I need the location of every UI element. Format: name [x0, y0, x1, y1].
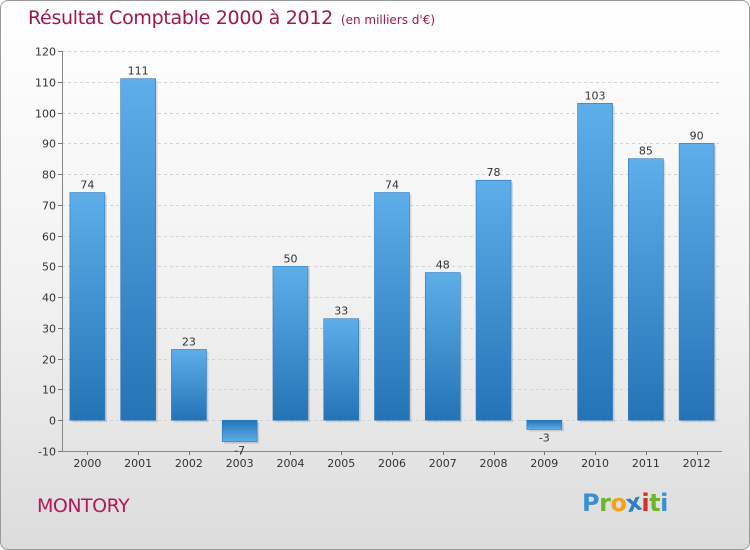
- logo-letter: t: [649, 489, 661, 517]
- y-tick-label: 120: [35, 46, 56, 59]
- data-label-2001: 111: [128, 65, 149, 78]
- data-label-2000: 74: [80, 179, 94, 192]
- y-tick-label: 110: [35, 77, 56, 90]
- logo-letter: P: [582, 489, 600, 517]
- logo-letter: o: [610, 489, 627, 517]
- bar-2012[interactable]: [678, 143, 715, 421]
- axis-layer: -10 0 10 20 30 40 50 60 70 80 90 100 110 120 2000 2001 2…: [35, 46, 722, 470]
- y-tick-label: 100: [35, 108, 56, 121]
- data-label-2002: 23: [182, 335, 196, 348]
- bar-layer: [69, 78, 717, 444]
- y-tick-label: 60: [42, 231, 56, 244]
- y-tick-label: 90: [42, 138, 56, 151]
- x-tick-label-2002: 2002: [175, 457, 203, 470]
- bar-2007[interactable]: [424, 272, 461, 421]
- town-name: MONTORY: [37, 495, 130, 517]
- y-tick-label: 0: [49, 415, 56, 428]
- x-tick-label-2009: 2009: [530, 457, 558, 470]
- data-label-2005: 33: [334, 305, 348, 318]
- y-tick-label: -10: [38, 446, 56, 459]
- bar-2001[interactable]: [120, 78, 156, 421]
- y-tick-label: 50: [42, 261, 56, 274]
- proxiti-logo[interactable]: Proxiti: [582, 488, 668, 519]
- logo-letter: i: [660, 489, 668, 517]
- chart-subtitle: (en milliers d'€): [340, 13, 436, 27]
- data-label-2012: 90: [690, 129, 704, 142]
- data-label-2004: 50: [283, 252, 297, 265]
- bar-2010[interactable]: [577, 103, 613, 421]
- chart-title: Résultat Comptable 2000 à 2012 (en millie…: [28, 7, 435, 29]
- bar-2003[interactable]: [221, 419, 258, 443]
- data-label-2010: 103: [585, 89, 606, 102]
- bar-2005[interactable]: [323, 318, 360, 421]
- data-label-2011: 85: [639, 145, 653, 158]
- x-tick-label-2007: 2007: [429, 457, 457, 470]
- logo-letter: r: [599, 489, 611, 517]
- data-label-2008: 78: [487, 166, 501, 179]
- bar-2008[interactable]: [475, 179, 512, 421]
- x-tick-label-2010: 2010: [581, 457, 609, 470]
- y-tick-label: 80: [42, 169, 56, 182]
- bar-2006[interactable]: [374, 192, 410, 421]
- x-tick-label-2011: 2011: [632, 457, 660, 470]
- chart-title-text: Résultat Comptable 2000 à 2012: [28, 7, 333, 29]
- bar-2011[interactable]: [628, 158, 664, 421]
- x-tick-label-2000: 2000: [73, 457, 101, 470]
- logo-letter: i: [641, 489, 650, 517]
- bar-2000[interactable]: [69, 192, 106, 421]
- x-tick-label-2001: 2001: [124, 457, 152, 470]
- y-tick-label: 40: [42, 292, 56, 305]
- x-tick-label-2012: 2012: [683, 457, 711, 470]
- x-tick-label-2008: 2008: [480, 457, 508, 470]
- bar-2002[interactable]: [171, 349, 207, 421]
- x-tick-label-2006: 2006: [378, 457, 406, 470]
- data-label-2006: 74: [385, 179, 399, 192]
- label-layer: 74 111 23 -7 50 33 74 48 78 -3 103 85 90: [80, 65, 703, 457]
- x-tick-label-2005: 2005: [327, 457, 355, 470]
- data-label-2009: -3: [539, 431, 550, 444]
- data-label-2007: 48: [436, 259, 450, 272]
- x-tick-label-2003: 2003: [226, 457, 254, 470]
- bar-2009[interactable]: [526, 419, 563, 430]
- x-tick-label-2004: 2004: [276, 457, 304, 470]
- bar-2004[interactable]: [272, 266, 309, 421]
- y-tick-label: 20: [42, 354, 56, 367]
- data-label-2003: -7: [234, 444, 245, 457]
- y-tick-label: 70: [42, 200, 56, 213]
- y-tick-label: 30: [42, 323, 56, 336]
- y-tick-label: 10: [42, 384, 56, 397]
